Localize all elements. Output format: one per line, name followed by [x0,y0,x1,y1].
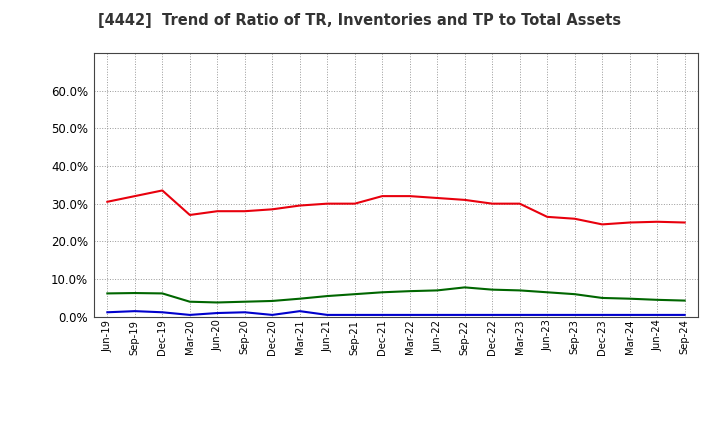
Trade Payables [351,292,359,297]
Trade Receivables [516,201,524,206]
Trade Payables [213,300,222,305]
Trade Payables [103,291,112,296]
Inventories [103,310,112,315]
Trade Payables [598,295,606,301]
Trade Payables [570,292,579,297]
Inventories [460,312,469,318]
Trade Receivables [268,207,276,212]
Trade Receivables [130,194,139,199]
Line: Trade Payables: Trade Payables [107,287,685,302]
Trade Payables [323,293,332,299]
Trade Receivables [653,219,662,224]
Inventories [130,308,139,314]
Inventories [433,312,441,318]
Inventories [653,312,662,318]
Trade Payables [240,299,249,304]
Inventories [158,310,166,315]
Inventories [295,308,304,314]
Inventories [680,312,689,318]
Trade Receivables [323,201,332,206]
Text: [4442]  Trend of Ratio of TR, Inventories and TP to Total Assets: [4442] Trend of Ratio of TR, Inventories… [99,13,621,28]
Trade Receivables [680,220,689,225]
Inventories [323,312,332,318]
Trade Payables [653,297,662,302]
Trade Payables [516,288,524,293]
Inventories [488,312,497,318]
Trade Receivables [158,188,166,193]
Trade Payables [158,291,166,296]
Trade Receivables [543,214,552,220]
Trade Receivables [378,194,387,199]
Trade Receivables [570,216,579,221]
Trade Receivables [240,209,249,214]
Inventories [213,310,222,315]
Inventories [405,312,414,318]
Inventories [598,312,606,318]
Inventories [240,310,249,315]
Line: Trade Receivables: Trade Receivables [107,191,685,224]
Trade Payables [433,288,441,293]
Trade Payables [378,290,387,295]
Trade Payables [405,289,414,294]
Trade Receivables [626,220,634,225]
Trade Payables [680,298,689,303]
Trade Payables [295,296,304,301]
Trade Payables [543,290,552,295]
Inventories [570,312,579,318]
Trade Payables [488,287,497,292]
Trade Payables [130,290,139,296]
Trade Payables [626,296,634,301]
Trade Receivables [488,201,497,206]
Trade Receivables [186,213,194,218]
Trade Receivables [103,199,112,205]
Line: Inventories: Inventories [107,311,685,315]
Inventories [626,312,634,318]
Trade Receivables [295,203,304,208]
Trade Payables [460,285,469,290]
Inventories [351,312,359,318]
Trade Receivables [405,194,414,199]
Trade Receivables [433,195,441,201]
Inventories [378,312,387,318]
Trade Payables [186,299,194,304]
Inventories [516,312,524,318]
Trade Payables [268,298,276,304]
Trade Receivables [460,197,469,202]
Trade Receivables [598,222,606,227]
Trade Receivables [213,209,222,214]
Inventories [186,312,194,318]
Trade Receivables [351,201,359,206]
Inventories [268,312,276,318]
Inventories [543,312,552,318]
